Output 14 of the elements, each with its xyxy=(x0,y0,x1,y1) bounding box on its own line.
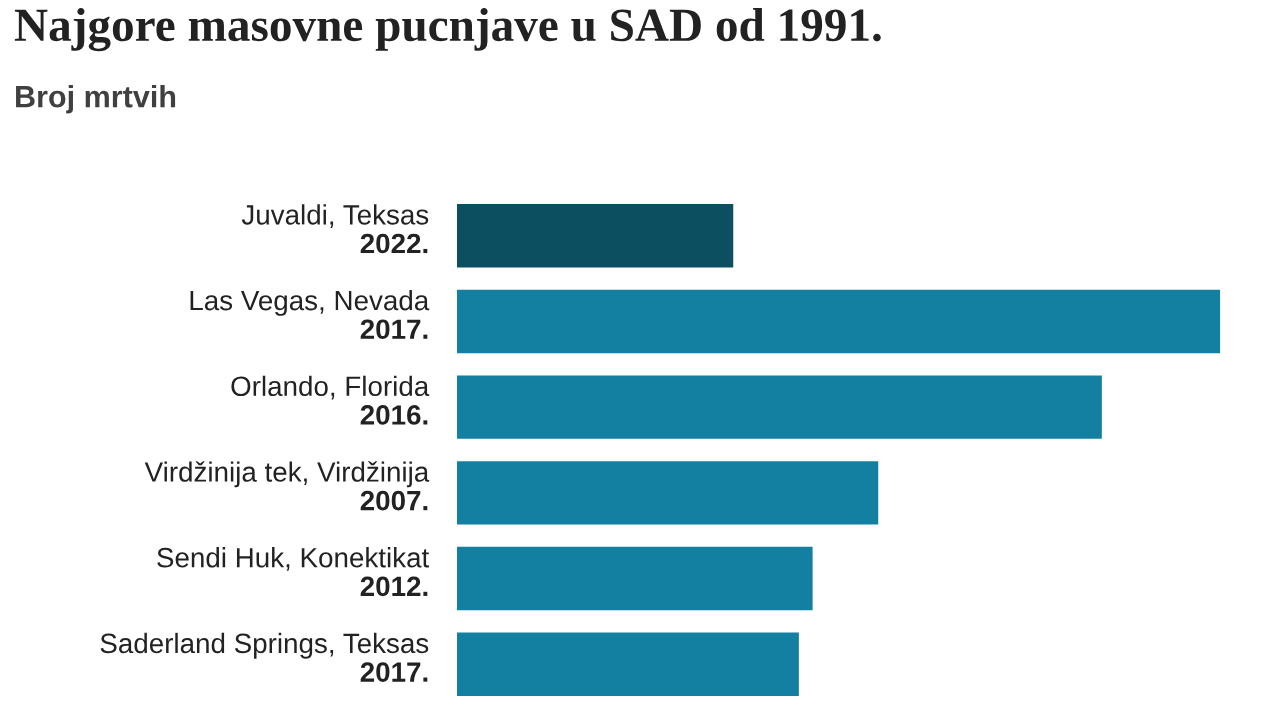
bar xyxy=(457,375,1102,439)
bar xyxy=(457,632,799,696)
y-tick-label: Sendi Huk, Konektikat 2012. xyxy=(157,547,430,597)
y-tick-label: Juvaldi, Teksas 2022. xyxy=(241,204,429,254)
chart-title: Najgore masovne pucnjave u SAD od 1991. xyxy=(14,8,881,52)
text: Broj mrtvih xyxy=(16,85,176,114)
bar xyxy=(457,546,813,611)
bar xyxy=(457,289,1221,354)
bar xyxy=(457,204,734,268)
y-tick-label: Orlando, Florida 2016. xyxy=(231,375,430,425)
y-tick-label: Las Vegas, Nevada 2017. xyxy=(190,289,430,340)
y-tick-label: Saderland Springs, Teksas 2017. xyxy=(100,632,429,682)
y-tick-label: Virdžinija tek, Virdžinija 2007. xyxy=(144,461,430,511)
bar xyxy=(457,461,879,525)
